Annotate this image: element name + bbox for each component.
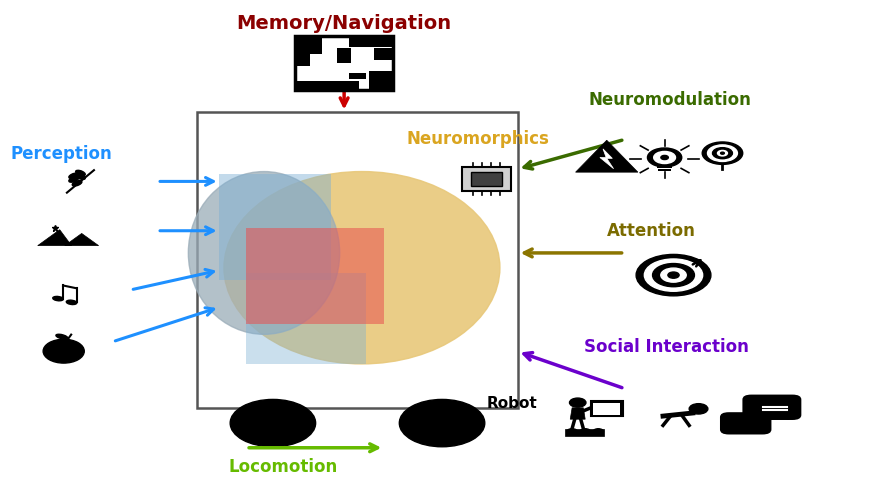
Text: Memory/Navigation: Memory/Navigation <box>237 14 452 33</box>
Polygon shape <box>564 429 604 436</box>
Circle shape <box>702 142 743 164</box>
Text: Neuromodulation: Neuromodulation <box>589 91 752 109</box>
Bar <box>337 48 352 63</box>
Bar <box>246 228 384 324</box>
Text: Robot: Robot <box>487 396 538 411</box>
Ellipse shape <box>399 399 485 447</box>
Polygon shape <box>65 234 98 246</box>
Bar <box>369 71 393 90</box>
Ellipse shape <box>69 173 79 179</box>
Circle shape <box>717 150 728 156</box>
Circle shape <box>647 148 681 167</box>
Polygon shape <box>737 430 751 434</box>
Bar <box>246 273 366 364</box>
Ellipse shape <box>224 172 500 364</box>
FancyBboxPatch shape <box>720 412 772 434</box>
Polygon shape <box>576 140 638 172</box>
Circle shape <box>668 272 679 278</box>
Circle shape <box>689 404 708 414</box>
Ellipse shape <box>56 334 68 339</box>
Bar <box>296 36 393 90</box>
Circle shape <box>653 263 695 287</box>
Ellipse shape <box>188 172 339 334</box>
Ellipse shape <box>230 399 315 447</box>
Text: Social Interaction: Social Interaction <box>585 338 749 356</box>
Ellipse shape <box>43 339 84 363</box>
Circle shape <box>713 148 732 159</box>
Polygon shape <box>772 415 789 419</box>
Circle shape <box>636 254 711 296</box>
Bar <box>220 174 330 280</box>
Bar <box>349 36 393 47</box>
Circle shape <box>721 152 724 154</box>
Bar <box>472 172 502 186</box>
Bar <box>197 113 518 408</box>
Ellipse shape <box>72 181 82 186</box>
Text: Neuromorphics: Neuromorphics <box>406 130 549 148</box>
Ellipse shape <box>53 297 63 301</box>
Bar <box>373 48 393 61</box>
Ellipse shape <box>66 300 77 305</box>
Text: Attention: Attention <box>606 222 696 240</box>
Circle shape <box>654 151 675 164</box>
Circle shape <box>570 398 586 407</box>
Text: Locomotion: Locomotion <box>229 458 338 477</box>
Polygon shape <box>571 408 585 419</box>
Circle shape <box>567 429 578 434</box>
Bar <box>296 54 310 66</box>
Ellipse shape <box>76 170 85 176</box>
Circle shape <box>707 145 738 162</box>
Bar <box>594 403 620 415</box>
Circle shape <box>661 268 686 282</box>
Bar <box>658 169 672 171</box>
Bar <box>296 36 322 54</box>
Ellipse shape <box>76 174 85 180</box>
Circle shape <box>661 155 668 160</box>
Ellipse shape <box>69 177 79 182</box>
Polygon shape <box>600 149 613 169</box>
Circle shape <box>593 429 604 434</box>
Bar <box>296 81 359 90</box>
Polygon shape <box>38 230 71 246</box>
Circle shape <box>645 259 703 291</box>
Bar <box>657 164 672 168</box>
Bar <box>591 401 622 416</box>
Circle shape <box>580 429 590 434</box>
Bar <box>462 167 512 190</box>
Text: Perception: Perception <box>11 145 112 163</box>
Bar <box>349 72 366 79</box>
FancyBboxPatch shape <box>742 395 801 420</box>
